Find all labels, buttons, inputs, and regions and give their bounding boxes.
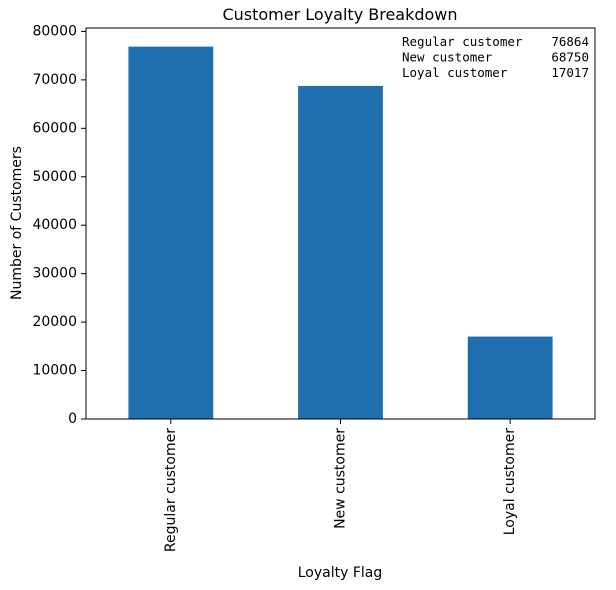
annotation-value: 68750: [551, 50, 589, 65]
annotation-label: New customer: [402, 50, 493, 65]
chart-title: Customer Loyalty Breakdown: [222, 5, 457, 24]
y-tick-label: 70000: [32, 72, 77, 88]
plot-frame: [85, 27, 596, 420]
x-tick-label: Loyal customer: [502, 428, 518, 535]
y-axis-label: Number of Customers: [9, 146, 25, 300]
annotation-table: Regular customer 76864 New customer 68750 Lo…: [402, 34, 589, 80]
annotation-value: 76864: [551, 34, 589, 49]
y-axis-ticks: 0 10000 20000 30000 40000 50000 60000 70000 8000…: [32, 23, 86, 427]
annotation-value: 17017: [551, 65, 589, 80]
y-tick-label: 60000: [32, 120, 77, 136]
y-tick-label: 40000: [32, 217, 77, 233]
annotation-label: Loyal customer: [402, 65, 508, 80]
x-tick-label: New customer: [333, 428, 349, 529]
y-tick-label: 0: [68, 411, 77, 427]
bar: [467, 336, 553, 419]
y-tick-label: 50000: [32, 169, 77, 185]
bars-group: [128, 46, 553, 419]
y-tick-label: 10000: [32, 363, 77, 379]
x-axis-label: Loyalty Flag: [298, 565, 383, 581]
x-axis-ticks: Regular customer New customer Loyal custom…: [163, 419, 518, 552]
annotation-label: Regular customer: [402, 34, 523, 49]
y-tick-label: 80000: [32, 23, 77, 39]
bar: [128, 46, 214, 419]
bar: [298, 85, 383, 419]
y-tick-label: 30000: [32, 266, 77, 282]
y-tick-label: 20000: [32, 314, 77, 330]
x-tick-label: Regular customer: [163, 428, 179, 552]
